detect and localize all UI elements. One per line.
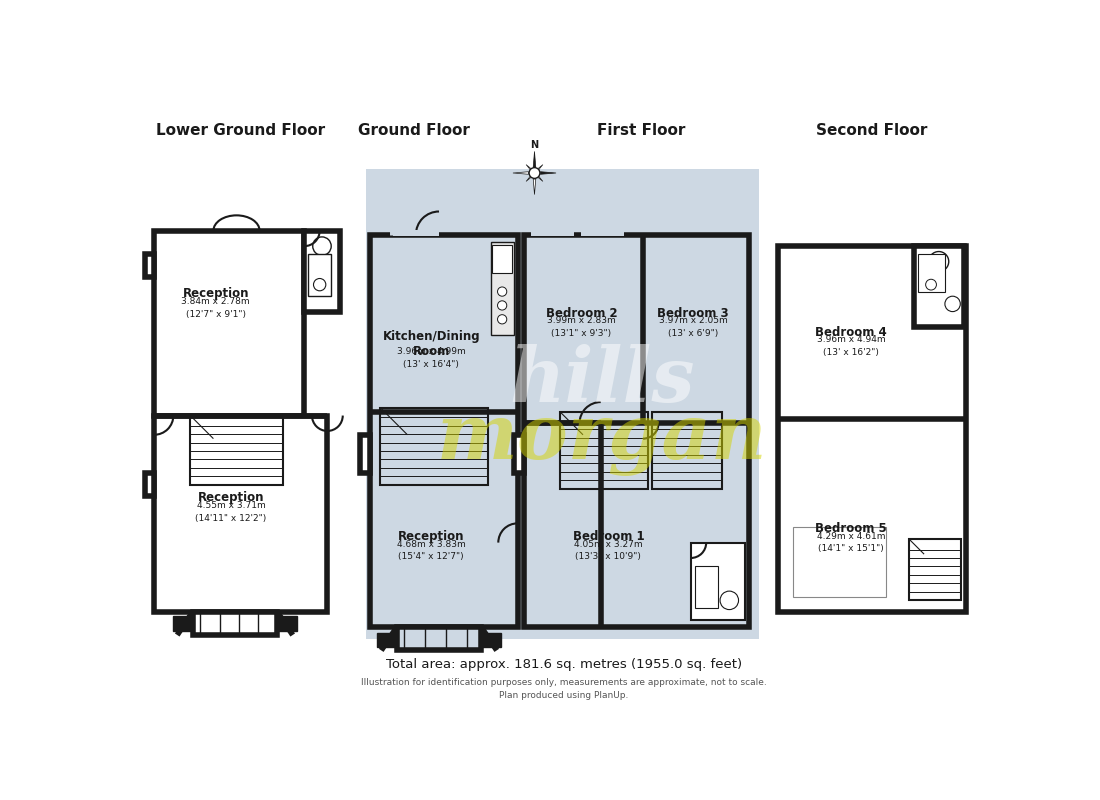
Text: 3.84m x 2.78m
(12'7" x 9'1"): 3.84m x 2.78m (12'7" x 9'1") [182, 297, 250, 318]
Bar [190, 415, 283, 485]
Bar [361, 435, 370, 474]
Bar [491, 242, 514, 334]
Polygon shape [537, 175, 543, 182]
Bar [691, 542, 745, 619]
Polygon shape [526, 175, 532, 182]
Circle shape [926, 279, 936, 290]
Bar [370, 234, 518, 627]
Bar [381, 408, 488, 485]
Bar [482, 633, 500, 646]
Polygon shape [513, 172, 528, 174]
Text: Bedroom 4: Bedroom 4 [815, 326, 887, 339]
Circle shape [314, 278, 326, 291]
Text: N: N [530, 140, 539, 150]
Bar [917, 254, 945, 292]
Polygon shape [540, 172, 556, 174]
Text: Reception: Reception [183, 287, 249, 300]
Bar [145, 254, 154, 277]
Polygon shape [534, 179, 536, 194]
Text: Kitchen/Dining
Room: Kitchen/Dining Room [383, 330, 480, 358]
Circle shape [720, 591, 738, 610]
Bar [377, 633, 397, 646]
Text: 4.55m x 3.71m
(14'11" x 12'2"): 4.55m x 3.71m (14'11" x 12'2") [196, 501, 266, 522]
Text: hills: hills [509, 344, 695, 418]
Text: Plan produced using PlanUp.: Plan produced using PlanUp. [499, 690, 628, 699]
Text: 4.05m x 3.27m
(13'3" x 10'9"): 4.05m x 3.27m (13'3" x 10'9") [574, 539, 642, 561]
Bar [531, 230, 574, 236]
Text: First Floor: First Floor [596, 123, 685, 138]
Bar [192, 612, 277, 635]
Bar [393, 229, 431, 234]
Bar [524, 234, 749, 627]
Bar [397, 627, 482, 650]
Text: morgan: morgan [437, 402, 768, 476]
Text: Bedroom 3: Bedroom 3 [658, 306, 729, 320]
Circle shape [529, 168, 540, 178]
Circle shape [312, 237, 331, 255]
Text: Reception: Reception [398, 530, 464, 543]
Text: Second Floor: Second Floor [816, 123, 927, 138]
Bar [277, 616, 297, 631]
Circle shape [497, 287, 507, 296]
Bar [582, 230, 624, 236]
Bar [778, 246, 967, 612]
Text: Illustration for identification purposes only, measurements are approximate, not: Illustration for identification purposes… [361, 678, 767, 687]
Text: Reception: Reception [198, 491, 264, 505]
Bar [366, 169, 759, 639]
Bar [154, 415, 328, 612]
Bar [492, 246, 513, 273]
Bar [695, 566, 717, 608]
Bar [652, 412, 722, 489]
Bar [560, 412, 649, 489]
Text: Bedroom 5: Bedroom 5 [815, 522, 887, 535]
Text: Bedroom 1: Bedroom 1 [573, 530, 645, 543]
Bar [174, 616, 192, 631]
Text: Bedroom 2: Bedroom 2 [546, 306, 617, 320]
Bar [515, 435, 524, 474]
Text: 4.68m x 3.83m
(15'4" x 12'7"): 4.68m x 3.83m (15'4" x 12'7") [397, 539, 465, 561]
Bar [145, 474, 154, 496]
Bar [308, 254, 331, 296]
Text: 3.97m x 2.05m
(13' x 6'9"): 3.97m x 2.05m (13' x 6'9") [659, 316, 727, 338]
Bar [914, 246, 964, 327]
Polygon shape [537, 165, 543, 171]
Polygon shape [534, 151, 536, 167]
Text: 3.96m x 4.99m
(13' x 16'4"): 3.96m x 4.99m (13' x 16'4") [397, 347, 465, 369]
Polygon shape [526, 165, 532, 171]
Text: Lower Ground Floor: Lower Ground Floor [156, 123, 324, 138]
Text: 3.96m x 4.94m
(13' x 16'2"): 3.96m x 4.94m (13' x 16'2") [816, 335, 886, 357]
Bar [793, 527, 886, 597]
Text: Total area: approx. 181.6 sq. metres (1955.0 sq. feet): Total area: approx. 181.6 sq. metres (19… [386, 658, 741, 670]
Circle shape [497, 314, 507, 324]
Bar [393, 230, 439, 236]
Circle shape [928, 251, 948, 271]
Circle shape [945, 296, 960, 311]
Text: 4.29m x 4.61m
(14'1" x 15'1"): 4.29m x 4.61m (14'1" x 15'1") [816, 532, 886, 554]
Bar [305, 230, 341, 311]
Circle shape [497, 301, 507, 310]
Bar [909, 538, 961, 600]
Text: Ground Floor: Ground Floor [358, 123, 470, 138]
Bar [154, 230, 305, 415]
Text: 3.99m x 2.83m
(13'1" x 9'3"): 3.99m x 2.83m (13'1" x 9'3") [547, 316, 616, 338]
